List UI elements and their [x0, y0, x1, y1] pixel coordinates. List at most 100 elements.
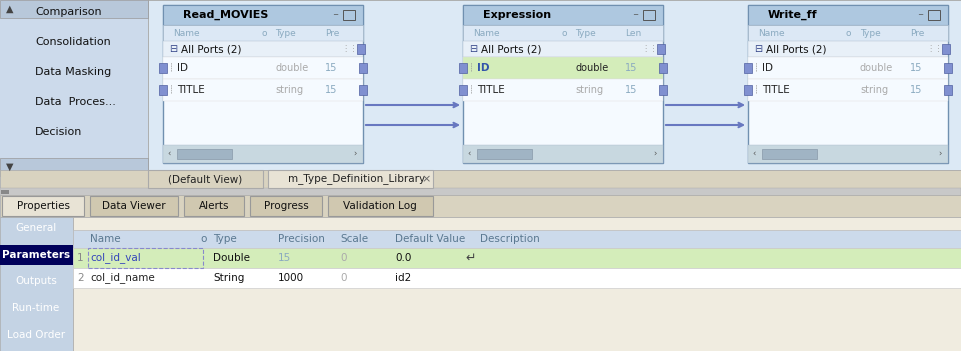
Bar [463, 145, 663, 163]
Bar [463, 5, 663, 25]
Text: Read_MOVIES: Read_MOVIES [183, 10, 268, 20]
Text: Default Value: Default Value [395, 234, 465, 244]
Text: double: double [860, 63, 894, 73]
Bar [90, 196, 178, 216]
Bar [177, 149, 232, 159]
Text: All Ports (2): All Ports (2) [481, 44, 541, 54]
Text: 0.0: 0.0 [395, 253, 411, 263]
Text: Validation Log: Validation Log [343, 201, 417, 211]
Text: col_id_val: col_id_val [90, 253, 140, 264]
Bar [748, 57, 948, 79]
Text: ›: › [653, 150, 656, 159]
Text: ⊟: ⊟ [169, 44, 177, 54]
Text: Run-time: Run-time [12, 303, 60, 313]
Text: Name: Name [758, 28, 784, 38]
Text: o: o [200, 234, 207, 244]
Text: Consolidation: Consolidation [35, 37, 111, 47]
Text: string: string [275, 85, 303, 95]
Text: 0: 0 [340, 273, 347, 283]
Text: double: double [275, 63, 308, 73]
Bar [73, 230, 961, 248]
Text: col_id_name: col_id_name [90, 272, 155, 284]
Text: Scale: Scale [340, 234, 368, 244]
Text: Comparison: Comparison [35, 7, 102, 17]
Text: Load Order: Load Order [7, 330, 65, 340]
Text: ⋮⋮: ⋮⋮ [926, 45, 943, 53]
Bar [163, 145, 363, 163]
Text: 15: 15 [625, 63, 637, 73]
Text: Properties: Properties [16, 201, 69, 211]
Text: 15: 15 [625, 85, 637, 95]
Bar [1, 190, 9, 194]
Bar [0, 195, 961, 217]
Text: Outputs: Outputs [15, 276, 57, 286]
Text: 1000: 1000 [278, 273, 304, 283]
Text: m_Type_Definition_Library: m_Type_Definition_Library [288, 173, 425, 185]
Text: ┊: ┊ [754, 64, 759, 73]
Text: TITLE: TITLE [762, 85, 790, 95]
Bar [73, 217, 961, 351]
Text: string: string [575, 85, 604, 95]
Bar [762, 149, 817, 159]
Text: ›: › [353, 150, 357, 159]
Text: Data  Proces...: Data Proces... [35, 97, 116, 107]
Bar [463, 79, 663, 101]
Bar [159, 85, 167, 95]
Bar [0, 158, 148, 176]
Text: ID: ID [477, 63, 489, 73]
Text: All Ports (2): All Ports (2) [766, 44, 826, 54]
Text: ‹: ‹ [467, 150, 470, 159]
Text: TITLE: TITLE [177, 85, 205, 95]
Bar [463, 57, 663, 79]
Text: ┊: ┊ [754, 86, 759, 94]
Bar [148, 0, 961, 170]
Bar [0, 0, 148, 18]
Bar [748, 145, 948, 163]
Text: ↵: ↵ [465, 252, 476, 265]
Bar [343, 10, 355, 20]
Text: (Default View): (Default View) [168, 174, 242, 184]
Bar [748, 5, 948, 25]
Bar [944, 85, 952, 95]
Text: o: o [846, 28, 851, 38]
Bar [359, 85, 367, 95]
Bar [163, 41, 363, 57]
Bar [659, 85, 667, 95]
Text: ×: × [421, 174, 431, 184]
Text: ‹: ‹ [752, 150, 755, 159]
Text: General: General [15, 223, 57, 233]
Text: Write_ff: Write_ff [768, 10, 818, 20]
Text: Expression: Expression [483, 10, 551, 20]
Text: Decision: Decision [35, 127, 83, 137]
Text: 0: 0 [340, 253, 347, 263]
Text: 2: 2 [77, 273, 84, 283]
Text: ▲: ▲ [6, 4, 13, 14]
Bar [744, 85, 752, 95]
Text: Parameters: Parameters [2, 250, 70, 260]
Text: ┊: ┊ [169, 64, 174, 73]
Text: ‹: ‹ [167, 150, 170, 159]
Text: Data Masking: Data Masking [35, 67, 111, 77]
Text: TITLE: TITLE [477, 85, 505, 95]
Text: 15: 15 [278, 253, 291, 263]
Bar [748, 5, 948, 163]
Text: Name: Name [173, 28, 200, 38]
Bar [0, 245, 73, 265]
Text: 15: 15 [910, 85, 923, 95]
Text: 15: 15 [325, 63, 337, 73]
Bar [163, 5, 363, 163]
Text: ┊: ┊ [469, 64, 474, 73]
Text: 15: 15 [910, 63, 923, 73]
Bar [359, 63, 367, 73]
Text: o: o [561, 28, 566, 38]
Text: ID: ID [762, 63, 773, 73]
Bar [657, 44, 665, 54]
Text: string: string [860, 85, 888, 95]
Text: ┊: ┊ [469, 86, 474, 94]
Text: ─: ─ [918, 12, 923, 18]
Bar [459, 85, 467, 95]
Text: ▼: ▼ [6, 162, 13, 172]
Text: Name: Name [90, 234, 121, 244]
Text: Type: Type [275, 28, 296, 38]
Bar [163, 5, 363, 25]
